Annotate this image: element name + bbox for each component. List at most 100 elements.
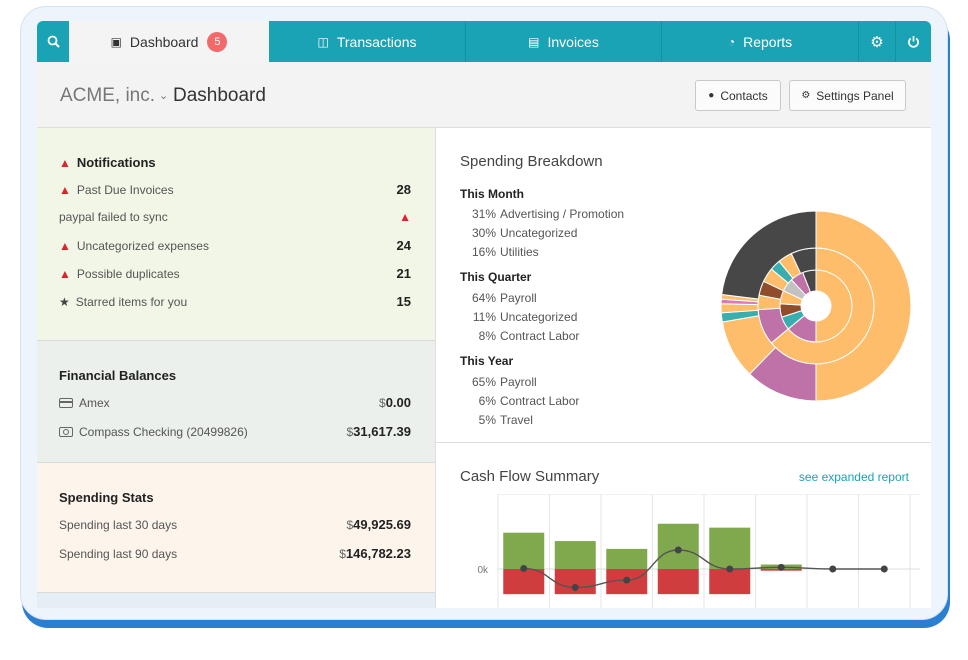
- camera-icon: ▣: [110, 34, 122, 49]
- balance-row[interactable]: Amex $0.00: [59, 395, 411, 410]
- contacts-button[interactable]: ● Contacts: [695, 80, 781, 111]
- spending-row: Spending last 90 days $146,782.23: [59, 546, 411, 561]
- expense-bar: [503, 569, 545, 595]
- warning-icon: ▲: [59, 156, 71, 170]
- notification-count: 21: [396, 266, 411, 281]
- financial-balances-heading: Financial Balances: [59, 368, 177, 383]
- expense-bar: [709, 569, 751, 595]
- breakdown-item: 8% Contract Labor: [478, 329, 580, 343]
- chevron-down-icon: ⌄: [159, 90, 169, 102]
- balance-row[interactable]: Compass Checking (20499826) $31,617.39: [59, 424, 411, 439]
- net-flow-point: [623, 576, 631, 584]
- spending-amount: $146,782.23: [339, 546, 411, 561]
- gears-icon: ⚙: [801, 90, 811, 101]
- breakdown-item: 6% Contract Labor: [478, 394, 580, 408]
- period-heading: This Quarter: [460, 270, 532, 284]
- income-bar: [503, 532, 545, 569]
- notification-row[interactable]: ▲ Past Due Invoices 28: [59, 182, 411, 197]
- notification-count: 15: [396, 294, 411, 309]
- notification-row[interactable]: ▲ Possible duplicates 21: [59, 266, 411, 281]
- page-title: Dashboard: [173, 85, 266, 106]
- spending-stats-heading: Spending Stats: [59, 490, 154, 505]
- tab-transactions[interactable]: ◫ Transactions: [269, 21, 465, 62]
- app-screen: ▣ Dashboard 5 ◫ Transactions ▤ Invoices …: [37, 21, 931, 608]
- tab-dashboard[interactable]: ▣ Dashboard 5: [69, 21, 269, 62]
- balance-amount: $0.00: [379, 395, 411, 410]
- company-name: ACME, inc.: [60, 85, 156, 106]
- gear-icon: ⚙: [870, 33, 884, 51]
- document-icon: ▤: [528, 34, 540, 49]
- cash-flow-title: Cash Flow Summary: [460, 468, 600, 485]
- breakdown-item: 31% Advertising / Promotion: [471, 207, 625, 221]
- net-flow-point: [571, 583, 579, 591]
- user-icon: ●: [708, 90, 715, 101]
- breakdown-item: 64% Payroll: [471, 291, 537, 305]
- y-axis-zero-label: 0k: [477, 565, 489, 576]
- contacts-button-label: Contacts: [720, 88, 768, 103]
- logout-button[interactable]: [895, 21, 931, 62]
- expanded-report-link[interactable]: see expanded report: [798, 470, 909, 484]
- expense-bar: [657, 569, 699, 595]
- warning-icon: ▲: [59, 238, 71, 253]
- notification-label: Starred items for you: [75, 294, 188, 309]
- net-flow-point: [674, 546, 682, 554]
- financial-balances-panel: Financial Balances Amex $0.00 Compass Ch…: [37, 341, 435, 463]
- notification-label: Possible duplicates: [76, 266, 180, 281]
- breakdown-item: 11% Uncategorized: [472, 310, 578, 324]
- notification-count: 24: [396, 238, 411, 253]
- bank-account-icon: [59, 426, 73, 437]
- spending-label: Spending last 30 days: [59, 517, 178, 532]
- star-icon: ★: [59, 294, 70, 309]
- period-heading: This Month: [460, 187, 524, 201]
- notification-label: Past Due Invoices: [76, 182, 174, 197]
- tab-dashboard-label: Dashboard: [129, 33, 199, 50]
- notification-label: paypal failed to sync: [59, 210, 168, 224]
- left-column: ▲ Notifications ▲ Past Due Invoices 28 pay…: [37, 128, 435, 608]
- net-flow-point: [520, 564, 528, 572]
- income-bar: [657, 523, 699, 569]
- next-panel-peek: [37, 593, 435, 608]
- net-flow-point: [829, 565, 837, 573]
- warning-icon: ▲: [59, 182, 71, 197]
- credit-card-icon: [59, 397, 73, 408]
- right-column: Spending Breakdown This Month 31% Adverti…: [435, 128, 931, 608]
- balance-amount: $31,617.39: [346, 424, 411, 439]
- net-flow-point: [777, 563, 785, 571]
- breakdown-item: 16% Utilities: [471, 245, 539, 259]
- notifications-heading: ▲ Notifications: [59, 155, 156, 170]
- section-divider: [436, 442, 931, 443]
- settings-nav-button[interactable]: ⚙: [858, 21, 895, 62]
- tab-invoices[interactable]: ▤ Invoices: [465, 21, 661, 62]
- net-flow-point: [726, 565, 734, 573]
- income-bar: [606, 548, 648, 569]
- cash-flow-chart[interactable]: 0k: [436, 494, 931, 608]
- balance-label: Amex: [79, 395, 110, 410]
- notification-count: 28: [396, 182, 411, 197]
- net-flow-point: [880, 565, 888, 573]
- tab-invoices-label: Invoices: [547, 33, 599, 50]
- company-switcher[interactable]: ACME, inc. ⌄: [60, 85, 168, 107]
- notification-row[interactable]: ▲ Uncategorized expenses 24: [59, 238, 411, 253]
- spending-row: Spending last 30 days $49,925.69: [59, 517, 411, 532]
- tab-reports[interactable]: ◔ Reports: [661, 21, 858, 62]
- spending-label: Spending last 90 days: [59, 546, 178, 561]
- sunburst-segment: [721, 210, 817, 300]
- sunburst-segment: [815, 210, 912, 402]
- balance-label: Compass Checking (20499826): [79, 424, 248, 439]
- search-button[interactable]: [37, 21, 69, 62]
- settings-panel-button[interactable]: ⚙ Settings Panel: [789, 80, 906, 111]
- notification-row[interactable]: ★ Starred items for you 15: [59, 294, 411, 309]
- power-icon: [908, 36, 919, 48]
- tab-transactions-label: Transactions: [336, 33, 417, 50]
- income-bar: [709, 527, 751, 569]
- notification-badge: 5: [207, 31, 228, 52]
- tab-reports-label: Reports: [743, 33, 793, 50]
- breakdown-item: 65% Payroll: [471, 375, 537, 389]
- notification-row[interactable]: paypal failed to sync ▲: [59, 210, 411, 224]
- spending-sunburst-chart[interactable]: [716, 206, 916, 406]
- spending-stats-panel: Spending Stats Spending last 30 days $49…: [37, 463, 435, 593]
- notification-label: Uncategorized expenses: [76, 238, 209, 253]
- breakdown-item: 5% Travel: [478, 413, 533, 427]
- search-icon: [47, 35, 60, 48]
- cash-icon: ◫: [317, 34, 329, 49]
